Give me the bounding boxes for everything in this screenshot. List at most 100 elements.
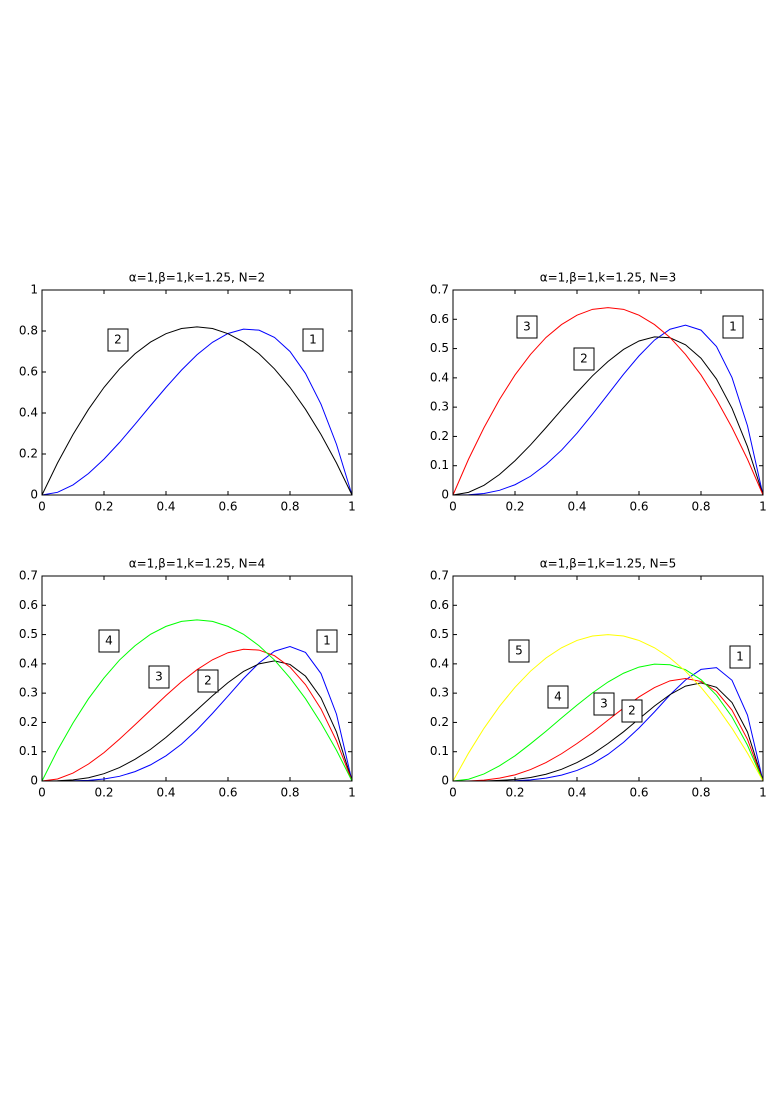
x-tick-label: 0.2 (94, 786, 113, 800)
x-tick-label: 0 (38, 500, 46, 514)
x-tick-label: 0.8 (691, 500, 710, 514)
series-label: 1 (323, 634, 331, 648)
series-label: 3 (523, 320, 531, 334)
series-label-box (148, 665, 170, 689)
y-tick-label: 0.6 (19, 365, 38, 379)
y-tick-label: 0.5 (19, 627, 38, 641)
series-label: 4 (105, 634, 113, 648)
series-label-box (302, 328, 324, 352)
line (452, 663, 764, 782)
series-label-box (107, 328, 129, 352)
y-tick-label: 0 (441, 774, 449, 788)
y-tick-label: 0.6 (430, 598, 449, 612)
x-tick-label: 0.6 (629, 500, 648, 514)
x-tick-label: 0 (449, 500, 457, 514)
y-tick-label: 0.2 (430, 429, 449, 443)
y-tick-label: 0.6 (19, 598, 38, 612)
series-label: 2 (580, 352, 588, 366)
plot-frame (452, 575, 764, 782)
series-label-box (593, 692, 615, 716)
series-label-box (722, 315, 744, 339)
chart: α=1,β=1,k=1.25, N=3 0 0.2 0.4 0.6 0.8 1 0 0.1 0.2… (430, 271, 767, 514)
series-label-box (547, 685, 569, 709)
chart-title: α=1,β=1,k=1.25, N=2 (129, 271, 266, 285)
x-tick-label: 0.8 (280, 500, 299, 514)
x-tick-label: 1 (759, 500, 767, 514)
series-label: 2 (628, 704, 636, 718)
line (452, 324, 764, 496)
x-tick-label: 0.4 (156, 500, 175, 514)
y-tick-label: 0.3 (19, 686, 38, 700)
y-tick-label: 0 (30, 488, 38, 502)
x-tick-label: 0.4 (567, 500, 586, 514)
y-tick-label: 0.5 (430, 341, 449, 355)
y-tick-label: 0.5 (430, 627, 449, 641)
chart-title: α=1,β=1,k=1.25, N=4 (129, 557, 266, 571)
plot-area (42, 576, 352, 781)
line (452, 634, 764, 782)
line (41, 328, 353, 496)
plot-area (453, 290, 763, 495)
series-label: 2 (114, 333, 122, 347)
y-tick-label: 0.2 (19, 715, 38, 729)
x-tick-label: 0 (38, 786, 46, 800)
x-tick-label: 0.8 (691, 786, 710, 800)
series-label: 1 (309, 333, 317, 347)
plot-frame (41, 289, 353, 496)
y-tick-label: 0.2 (430, 715, 449, 729)
series-label-box (729, 645, 751, 669)
y-tick-label: 0 (441, 488, 449, 502)
x-tick-label: 0.6 (218, 500, 237, 514)
y-tick-label: 0.8 (19, 324, 38, 338)
y-tick-label: 0.1 (430, 458, 449, 472)
line (41, 619, 353, 782)
line (41, 648, 353, 782)
y-tick-label: 0 (30, 774, 38, 788)
series-label: 1 (736, 650, 744, 664)
x-tick-label: 0.6 (629, 786, 648, 800)
series-label-box (98, 629, 120, 653)
y-tick-label: 0.3 (430, 400, 449, 414)
plot-frame (452, 289, 764, 496)
chart: α=1,β=1,k=1.25, N=2 0 0.2 0.4 0.6 0.8 1 0 0.2 0.4… (19, 271, 356, 514)
y-tick-label: 0.6 (430, 312, 449, 326)
series-label: 2 (204, 674, 212, 688)
x-tick-label: 0.4 (567, 786, 586, 800)
line (41, 326, 353, 496)
y-tick-label: 0.3 (430, 686, 449, 700)
y-tick-label: 0.7 (19, 569, 38, 583)
x-tick-label: 0.2 (505, 500, 524, 514)
series-label-box (516, 315, 538, 339)
plot-area (453, 576, 763, 781)
x-tick-label: 0.8 (280, 786, 299, 800)
y-tick-label: 0.4 (19, 656, 38, 670)
series-label: 5 (515, 644, 523, 658)
series-label: 3 (155, 670, 163, 684)
y-tick-label: 0.4 (430, 656, 449, 670)
series-label-box (621, 699, 643, 723)
chart: α=1,β=1,k=1.25, N=4 0 0.2 0.4 0.6 0.8 1 0 0.1 0.2… (19, 557, 356, 800)
line (41, 660, 353, 782)
x-tick-label: 0 (449, 786, 457, 800)
y-tick-label: 0.7 (430, 569, 449, 583)
x-tick-label: 0.2 (94, 500, 113, 514)
series-label-box (573, 347, 595, 371)
y-tick-label: 0.4 (430, 370, 449, 384)
chart-title: α=1,β=1,k=1.25, N=3 (540, 271, 677, 285)
y-tick-label: 1 (30, 283, 38, 297)
line (453, 677, 764, 782)
x-tick-label: 1 (348, 500, 356, 514)
x-tick-label: 0.2 (505, 786, 524, 800)
x-tick-label: 1 (759, 786, 767, 800)
y-tick-label: 0.1 (430, 744, 449, 758)
y-tick-label: 0.1 (19, 744, 38, 758)
plot-area (42, 290, 352, 495)
x-tick-label: 0.6 (218, 786, 237, 800)
y-tick-label: 0.7 (430, 283, 449, 297)
line (452, 336, 764, 496)
series-label: 3 (600, 697, 608, 711)
y-tick-label: 0.2 (19, 447, 38, 461)
chart: α=1,β=1,k=1.25, N=5 0 0.2 0.4 0.6 0.8 1 0 0.1 0.2… (430, 557, 767, 800)
